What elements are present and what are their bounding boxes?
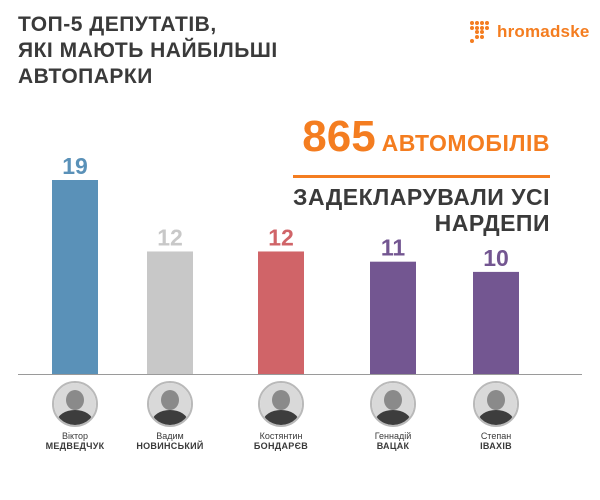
person-card: Віктор МЕДВЕДЧУК [20,381,130,452]
headline-number: 865 [302,112,376,161]
headline-top: 865 АВТОМОБІЛІВ [293,115,550,169]
person-last-name: ІВАХІВ [480,441,512,451]
logo-text: hromadske [497,22,590,41]
person-card: Костянтин БОНДАРЄВ [226,381,336,452]
person-card: Геннадій ВАЦАК [338,381,448,452]
person-card: Степан ІВАХІВ [441,381,551,452]
person-card: Вадим НОВИНСЬКИЙ [115,381,225,452]
person-first-name: Віктор [61,431,89,441]
person-avatar-icon [52,381,98,427]
title-line-3: АВТОПАРКИ [18,65,153,88]
title-line-2: ЯКІ МАЮТЬ НАЙБІЛЬШІ [18,39,278,62]
person-last-name: БОНДАРЄВ [253,441,309,451]
person-avatar-icon [473,381,519,427]
headline-unit: АВТОМОБІЛІВ [381,130,550,156]
person-first-name: Костянтин [259,431,303,441]
page-title: ТОП-5 ДЕПУТАТІВ, ЯКІ МАЮТЬ НАЙБІЛЬШІ АВТ… [18,12,398,90]
person-avatar-icon [258,381,304,427]
title-line-1: ТОП-5 ДЕПУТАТІВ, [18,13,217,36]
bar-1 [52,180,98,374]
person-last-name: НОВИНСЬКИЙ [136,441,204,451]
person-first-name: Степан [480,431,512,441]
bar-value-label: 12 [268,224,294,250]
hromadske-logo: hromadske [470,18,590,46]
headline-subtitle: ЗАДЕКЛАРУВАЛИ УСІ НАРДЕПИ [293,184,550,236]
person-last-name: МЕДВЕДЧУК [45,441,105,451]
headline-sub-line-2: НАРДЕПИ [434,210,550,236]
bar-2 [147,251,193,374]
bar-value-label: 19 [62,153,88,179]
person-avatar-icon [147,381,193,427]
person-first-name: Вадим [156,431,184,441]
bar-3 [258,251,304,374]
headline-sub-line-1: ЗАДЕКЛАРУВАЛИ УСІ [293,184,550,210]
bar-value-label: 11 [381,235,406,261]
bar-4 [370,261,416,374]
person-avatar-icon [370,381,416,427]
person-first-name: Геннадій [374,431,412,441]
person-last-name: ВАЦАК [376,441,410,451]
headline-block: 865 АВТОМОБІЛІВ ЗАДЕКЛАРУВАЛИ УСІ НАРДЕПИ [293,115,550,236]
headline-divider [293,175,550,178]
bar-value-label: 10 [483,245,509,271]
bar-value-label: 12 [157,224,183,250]
dot-grid-logo-icon [470,21,492,43]
bar-5 [473,271,519,374]
